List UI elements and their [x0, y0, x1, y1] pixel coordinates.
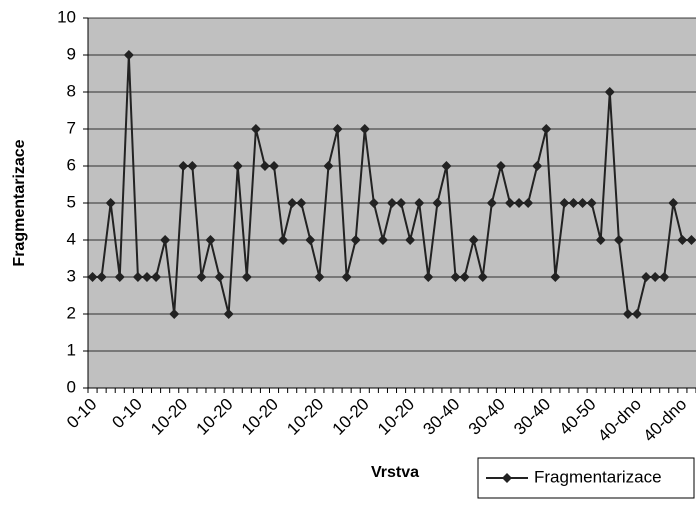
marker — [232, 161, 243, 171]
y-tick-label: 10 — [57, 7, 76, 26]
marker — [205, 235, 216, 245]
marker — [650, 272, 661, 282]
marker — [559, 198, 570, 208]
marker — [132, 272, 143, 282]
marker — [141, 272, 152, 282]
marker — [387, 198, 397, 208]
x-tick-label: 10-20 — [192, 395, 236, 439]
y-tick-label: 6 — [67, 155, 76, 174]
marker — [450, 272, 461, 282]
marker — [613, 235, 624, 245]
marker — [287, 198, 298, 208]
marker — [368, 198, 379, 208]
marker — [586, 198, 597, 208]
marker — [350, 235, 361, 245]
y-tick-label: 3 — [67, 266, 76, 285]
marker — [305, 235, 316, 245]
marker — [187, 161, 198, 171]
marker — [495, 161, 506, 171]
y-tick-label: 2 — [67, 303, 76, 322]
x-tick-label: 10-20 — [329, 395, 373, 439]
marker — [96, 272, 107, 282]
marker — [114, 272, 125, 282]
marker — [296, 198, 307, 208]
marker — [151, 272, 162, 282]
marker — [668, 198, 679, 208]
marker — [123, 50, 134, 60]
marker — [632, 309, 643, 319]
marker — [377, 235, 388, 245]
marker — [405, 235, 416, 245]
marker — [468, 235, 479, 245]
marker — [105, 198, 116, 208]
x-tick-label: 0-10 — [108, 395, 145, 432]
marker — [459, 272, 470, 282]
x-tick-label: 30-40 — [465, 395, 509, 439]
y-tick-label: 5 — [67, 192, 76, 211]
marker — [504, 198, 515, 208]
legend-marker — [502, 473, 512, 483]
marker — [314, 272, 325, 282]
y-tick-label: 1 — [67, 340, 76, 359]
x-tick-label: 10-20 — [238, 395, 282, 439]
marker — [278, 235, 289, 245]
y-tick-label: 9 — [67, 44, 76, 63]
x-tick-label: 40-dno — [640, 395, 691, 446]
marker — [622, 309, 633, 319]
x-tick-label: 30-40 — [419, 395, 463, 439]
marker — [414, 198, 425, 208]
marker — [359, 124, 370, 134]
y-tick-label: 0 — [67, 377, 76, 396]
y-tick-label: 8 — [67, 81, 76, 100]
marker — [341, 272, 352, 282]
x-tick-label: 30-40 — [510, 395, 554, 439]
marker — [677, 235, 688, 245]
x-tick-label: 10-20 — [147, 395, 191, 439]
marker — [241, 272, 252, 282]
marker — [550, 272, 561, 282]
x-tick-label: 10-20 — [283, 395, 327, 439]
marker — [477, 272, 488, 282]
marker — [577, 198, 588, 208]
marker — [541, 124, 552, 134]
marker — [486, 198, 497, 208]
marker — [323, 161, 334, 171]
marker — [604, 87, 615, 97]
marker — [87, 272, 98, 282]
marker — [214, 272, 225, 282]
marker — [641, 272, 652, 282]
marker — [523, 198, 534, 208]
marker — [160, 235, 171, 245]
x-tick-label: 10-20 — [374, 395, 418, 439]
x-axis-title: Vrstva — [371, 464, 419, 481]
marker — [178, 161, 189, 171]
marker — [396, 198, 407, 208]
marker — [169, 309, 180, 319]
marker — [196, 272, 207, 282]
y-tick-label: 7 — [67, 118, 76, 137]
marker — [259, 161, 270, 171]
y-axis-title: Fragmentarizace — [11, 139, 28, 266]
marker — [332, 124, 343, 134]
x-tick-label: 40-dno — [594, 395, 645, 446]
y-tick-label: 4 — [67, 229, 76, 248]
legend-label: Fragmentarizace — [534, 467, 662, 486]
marker — [514, 198, 525, 208]
marker — [223, 309, 234, 319]
marker — [568, 198, 579, 208]
marker — [686, 235, 696, 245]
marker — [269, 161, 280, 171]
marker — [659, 272, 670, 282]
marker — [432, 198, 443, 208]
marker — [441, 161, 452, 171]
marker — [423, 272, 434, 282]
marker — [595, 235, 606, 245]
marker — [532, 161, 543, 171]
x-tick-label: 0-10 — [63, 395, 100, 432]
marker — [250, 124, 261, 134]
